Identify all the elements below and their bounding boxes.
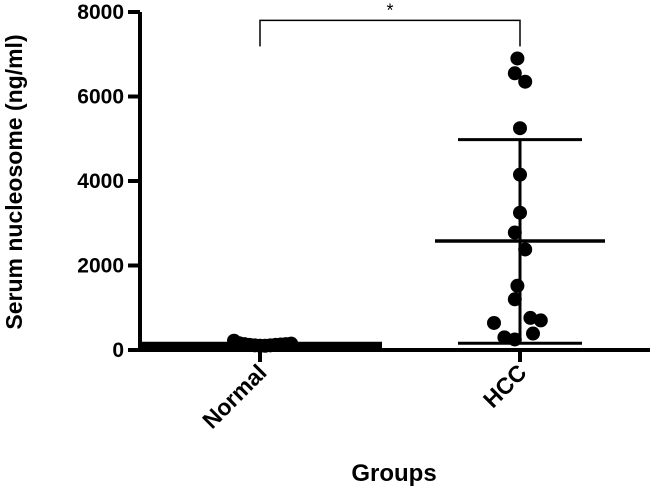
data-point — [518, 74, 533, 89]
data-point — [487, 315, 501, 330]
data-point — [497, 330, 512, 345]
y-tick-label: 6000 — [77, 86, 124, 109]
y-tick-label: 4000 — [77, 170, 124, 193]
series-normal — [138, 333, 382, 353]
x-axis-label: Groups — [351, 460, 436, 487]
data-point — [526, 326, 540, 341]
chart-marks: * — [138, 0, 605, 353]
x-tick-label: Normal — [197, 359, 271, 433]
data-point — [510, 278, 525, 293]
series-hcc — [435, 51, 605, 347]
y-tick-label: 0 — [112, 339, 124, 362]
data-point — [507, 225, 522, 240]
y-axis-label: Serum nucleosome (ng/ml) — [1, 34, 27, 329]
y-tick-label: 2000 — [77, 255, 124, 278]
data-point — [510, 51, 525, 66]
y-tick-label: 8000 — [77, 1, 124, 24]
data-point — [507, 292, 522, 307]
significance-label: * — [386, 0, 393, 20]
data-point — [518, 242, 533, 257]
x-tick-label: HCC — [478, 359, 532, 413]
significance-bracket: * — [259, 0, 521, 47]
data-point — [513, 121, 527, 136]
data-point — [533, 313, 548, 328]
axes: 0 2000 4000 6000 8000 Normal HCC — [77, 1, 650, 434]
data-point — [507, 66, 522, 81]
bracket-line — [259, 19, 521, 47]
